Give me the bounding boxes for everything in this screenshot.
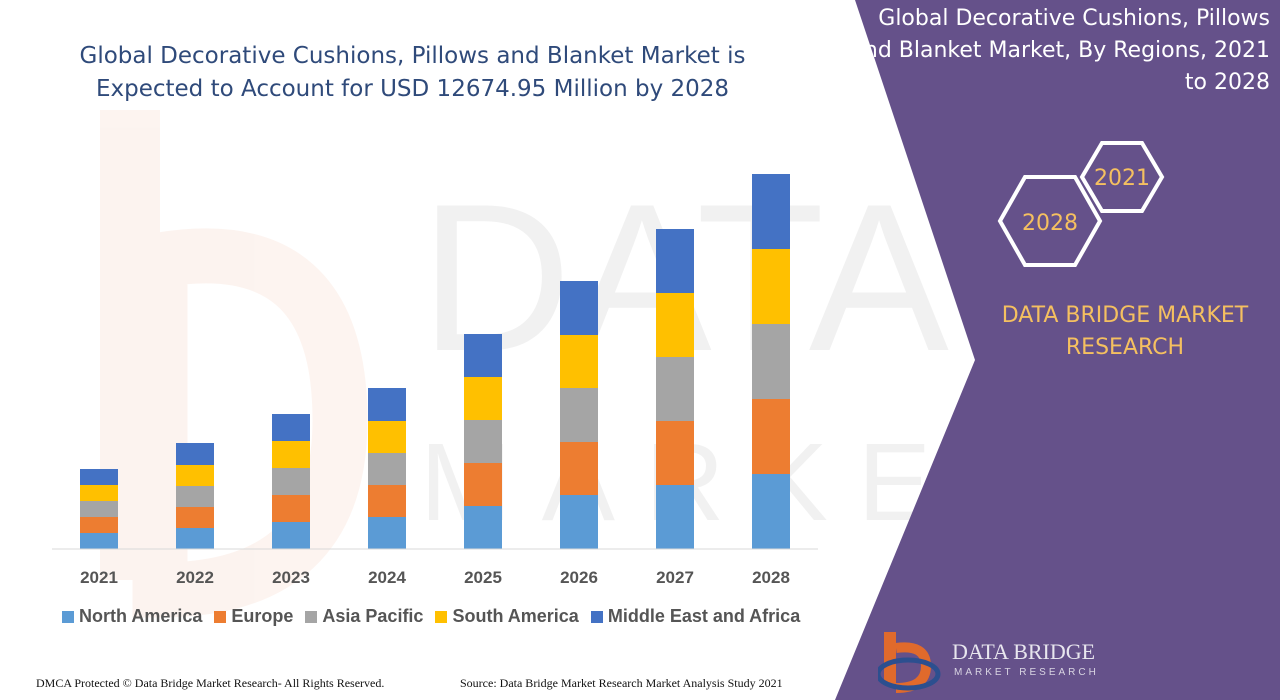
bar-segment-2025-north-america [464,506,502,549]
hex-label-2028: 2028 [1022,211,1078,236]
x-tick-label-2027: 2027 [656,568,694,587]
hexagon-2028 [997,175,1103,267]
logo-text-line1: DATA BRIDGE [952,639,1095,664]
legend-item-south-america: South America [435,606,579,627]
legend-label: Middle East and Africa [607,606,801,626]
bar-segment-2025-europe [464,463,502,506]
bar-segment-2024-middle-east-and-africa [368,388,406,421]
x-tick-label-2025: 2025 [464,568,502,587]
logo-text-line2: MARKET RESEARCH [954,667,1099,678]
data-bridge-logo: DATA BRIDGE MARKET RESEARCH [878,632,1099,693]
bar-segment-2027-middle-east-and-africa [656,229,694,293]
year-hexagons: 2021 2028 [997,141,1165,267]
legend-item-north-america: North America [62,606,202,627]
legend-label: Europe [231,606,294,626]
bar-segment-2023-south-america [272,441,310,468]
bar-segment-2021-north-america [80,533,118,549]
chart-title: Global Decorative Cushions, Pillows and … [79,43,746,102]
legend-item-europe: Europe [214,606,293,627]
bar-segment-2027-asia-pacific [656,357,694,421]
bar-segment-2024-south-america [368,421,406,453]
legend-swatch [214,610,227,623]
footer-source: Source: Data Bridge Market Research Mark… [460,676,783,690]
bar-segment-2022-asia-pacific [176,486,214,507]
bar-segment-2026-north-america [560,495,598,549]
bar-segment-2028-south-america [752,249,790,324]
bar-segment-2022-europe [176,507,214,528]
x-tick-label-2028: 2028 [752,568,790,587]
hexagon-2021 [1079,141,1165,213]
bar-segment-2025-asia-pacific [464,420,502,463]
legend-swatch [435,610,448,623]
bar-segment-2021-south-america [80,485,118,501]
x-tick-label-2026: 2026 [560,568,598,587]
bar-segment-2023-asia-pacific [272,468,310,495]
bar-segment-2024-asia-pacific [368,453,406,485]
bar-segment-2022-south-america [176,465,214,486]
brand-name: DATA BRIDGE MARKET RESEARCH [1001,303,1249,360]
legend-label: Asia Pacific [322,606,424,626]
bar-segment-2023-europe [272,495,310,522]
bar-segment-2028-europe [752,399,790,474]
bar-segment-2022-middle-east-and-africa [176,443,214,465]
bar-segment-2027-north-america [656,485,694,549]
chart-legend: North America Europe Asia Pacific South Ame… [62,606,812,627]
bar-segment-2027-europe [656,421,694,485]
legend-item-middle-east-and-africa: Middle East and Africa [590,606,801,627]
bar-segment-2023-north-america [272,522,310,549]
bar-segment-2026-asia-pacific [560,388,598,442]
bar-segment-2028-middle-east-and-africa [752,174,790,249]
bar-segment-2025-south-america [464,377,502,420]
bar-segment-2026-south-america [560,335,598,388]
legend-item-asia-pacific: Asia Pacific [305,606,423,627]
bar-segment-2026-middle-east-and-africa [560,281,598,335]
side-panel-title: Global Decorative Cushions, Pillows and … [850,6,1270,95]
legend-swatch [305,610,318,623]
bar-segment-2023-middle-east-and-africa [272,414,310,441]
bar-segment-2025-middle-east-and-africa [464,334,502,377]
logo-mark-stem [884,632,896,684]
legend-label: North America [79,606,203,626]
footer-copyright: DMCA Protected © Data Bridge Market Rese… [36,676,385,690]
logo-mark-ring [878,657,941,691]
x-tick-label-2022: 2022 [176,568,214,587]
bar-segment-2024-europe [368,485,406,517]
bar-segment-2028-asia-pacific [752,324,790,399]
bar-segment-2024-north-america [368,517,406,549]
bar-segment-2021-asia-pacific [80,501,118,517]
legend-swatch [590,610,603,623]
bar-segment-2027-south-america [656,293,694,357]
legend-swatch [62,610,74,623]
bar-segment-2021-europe [80,517,118,533]
bar-segment-2026-europe [560,442,598,495]
bar-segment-2021-middle-east-and-africa [80,469,118,485]
bar-segment-2028-north-america [752,474,790,549]
x-tick-label-2023: 2023 [272,568,310,587]
legend-label: South America [452,606,579,626]
x-tick-label-2021: 2021 [80,568,118,587]
bar-segment-2022-north-america [176,528,214,549]
x-tick-label-2024: 2024 [368,568,406,587]
hex-label-2021: 2021 [1094,166,1150,191]
